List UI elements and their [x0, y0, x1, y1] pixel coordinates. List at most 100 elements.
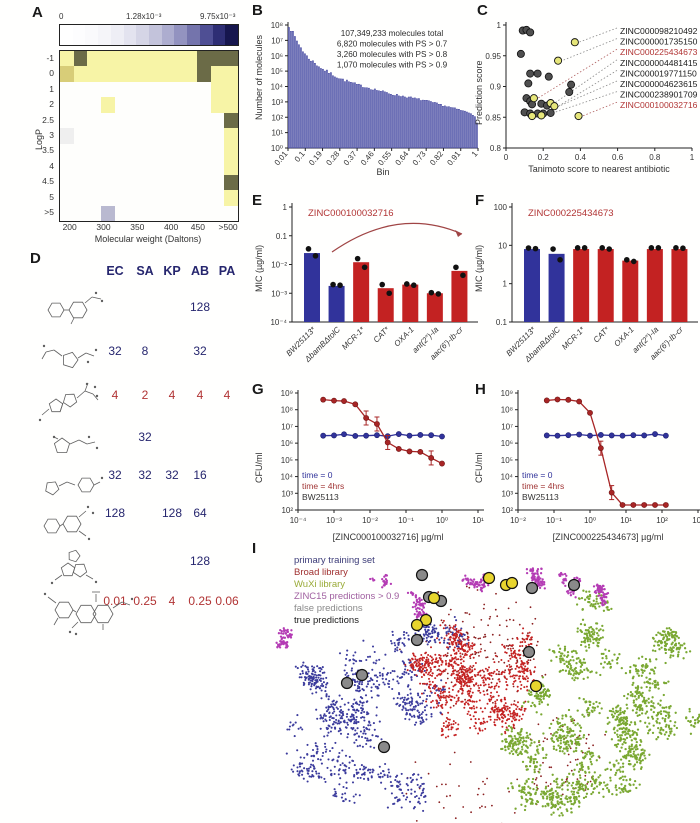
heatmap-row-label: -1	[46, 52, 54, 63]
heatmap-cell	[224, 143, 238, 160]
svg-text:10⁷: 10⁷	[271, 36, 283, 45]
false-prediction-point	[355, 668, 369, 682]
svg-text:[ZINC000225434673] µg/ml: [ZINC000225434673] µg/ml	[553, 532, 664, 542]
heatmap-cell	[210, 81, 225, 98]
heatmap-cell	[128, 97, 143, 113]
heatmap-col-label: 350	[130, 222, 145, 232]
heatmap-cell	[142, 97, 156, 113]
svg-text:0.8: 0.8	[649, 153, 661, 162]
colorbar	[59, 24, 239, 46]
heatmap-cell	[169, 81, 184, 98]
molecule-structure	[50, 549, 98, 585]
heatmap-cell	[210, 112, 225, 129]
heatmap-cell	[224, 174, 238, 191]
false-prediction-point	[377, 740, 391, 754]
svg-text:CFU/ml: CFU/ml	[254, 453, 264, 484]
heatmap-cell	[155, 81, 170, 98]
heatmap-cell	[87, 51, 102, 67]
svg-text:10⁶: 10⁶	[271, 52, 283, 61]
svg-text:10: 10	[498, 241, 507, 250]
heatmap-cell	[60, 81, 74, 98]
heatmap-cell	[128, 159, 143, 175]
heatmap-cell	[155, 112, 170, 129]
heatmap-cell	[183, 128, 197, 144]
heatmap-row-label: 1	[49, 83, 54, 94]
heatmap-cell	[128, 128, 143, 144]
svg-text:ZINC000019771150: ZINC000019771150	[620, 68, 697, 78]
mic-value: 128	[189, 554, 211, 568]
heatmap-cell	[73, 143, 88, 160]
heatmap-cell	[169, 205, 184, 221]
heatmap-cell	[155, 51, 170, 67]
heatmap-cell	[183, 51, 197, 67]
heatmap-col-label: 300	[96, 222, 111, 232]
heatmap-cell	[169, 174, 184, 191]
heatmap-cell	[169, 51, 184, 67]
svg-text:Tanimoto score to nearest anti: Tanimoto score to nearest antibiotic	[528, 164, 670, 174]
tsne-legend-item: WuXi library	[294, 579, 346, 590]
heatmap-cell	[87, 159, 102, 175]
heatmap-col-label: 400	[164, 222, 179, 232]
panel-a-label: A	[32, 4, 43, 21]
panel-h-label: H	[475, 381, 486, 398]
mic-value: 2	[141, 388, 149, 402]
heatmap-row-label: 4.5	[42, 176, 54, 187]
panel-g-chart: 10² 10³ 10⁴ 10⁵ 10⁶ 10⁷ 10⁸ 10⁹ 10⁻⁴ 10⁻³ 10⁻² 10⁻¹…	[254, 389, 484, 542]
heatmap-cell	[60, 128, 74, 144]
mic-value: 64	[193, 506, 207, 520]
heatmap-cell	[73, 112, 88, 129]
tsne-cluster-wuxi-library	[500, 588, 700, 817]
heatmap-cell	[224, 97, 238, 113]
heatmap-col-label: 450	[190, 222, 205, 232]
heatmap-cell	[114, 51, 129, 67]
heatmap-cell	[128, 81, 143, 98]
heatmap-cell	[73, 66, 88, 82]
heatmap-cell	[87, 112, 102, 129]
heatmap-cell	[224, 81, 238, 98]
svg-text:0.46: 0.46	[359, 149, 376, 167]
table-col-header: SA	[136, 264, 154, 278]
svg-text:OXA-1: OXA-1	[612, 325, 635, 348]
heatmap-cell	[114, 190, 129, 206]
panel-e-label: E	[252, 192, 263, 209]
svg-text:1: 1	[497, 21, 502, 30]
heatmap-cell	[224, 66, 238, 82]
mic-value: 0.01	[103, 594, 127, 608]
svg-text:ZINC000225434673: ZINC000225434673	[620, 47, 698, 57]
svg-text:10⁻¹: 10⁻¹	[398, 516, 414, 525]
false-prediction-point	[567, 578, 581, 592]
heatmap-cell	[60, 112, 74, 129]
heatmap-cell	[142, 190, 156, 206]
svg-text:10⁻²: 10⁻²	[510, 516, 526, 525]
heatmap-cell	[142, 112, 156, 129]
heatmap-row-label: >5	[44, 207, 54, 218]
heatmap-cell	[210, 51, 225, 67]
panel-f-label: F	[475, 192, 485, 209]
svg-text:time = 0: time = 0	[302, 470, 333, 480]
svg-text:10¹: 10¹	[472, 516, 484, 525]
svg-text:10³: 10³	[271, 98, 283, 107]
heatmap-cell	[101, 159, 115, 175]
svg-text:CAT*: CAT*	[372, 324, 392, 344]
svg-text:10¹: 10¹	[271, 129, 283, 138]
colorbar-tick-max: 9.75x10⁻³	[200, 12, 236, 21]
panel-d-table: EC SA KP AB PA 128 32 8 32 4 2 4 4 4 32 32 32 32 16 128 128…	[28, 250, 252, 670]
heatmap-cell	[169, 97, 184, 113]
svg-text:MCR-1*: MCR-1*	[340, 324, 367, 351]
svg-text:100: 100	[494, 203, 508, 212]
svg-text:ZINC000100032716: ZINC000100032716	[620, 100, 698, 110]
colorbar-segment	[149, 25, 162, 45]
heatmap-cell	[155, 190, 170, 206]
colorbar-segment	[123, 25, 137, 45]
heatmap-row-label: 5	[49, 191, 54, 202]
heatmap-cell	[183, 174, 197, 191]
heatmap-cell	[114, 97, 129, 113]
panel-a-heatmap: 0 1.28x10⁻³ 9.75x10⁻³ -1 0 1 2 2.5 3 3.5 4 4.5 5 >…	[28, 0, 252, 248]
heatmap-cell	[87, 190, 102, 206]
svg-text:BW25113: BW25113	[522, 492, 559, 502]
heatmap-cell	[101, 51, 115, 67]
svg-text:10⁵: 10⁵	[501, 456, 513, 465]
heatmap-cell	[101, 190, 115, 206]
true-prediction-point	[529, 679, 543, 693]
heatmap-cell	[196, 97, 211, 113]
